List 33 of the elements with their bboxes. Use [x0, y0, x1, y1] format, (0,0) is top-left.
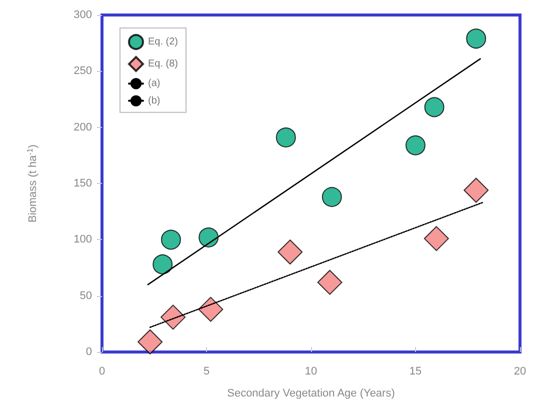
- point: [138, 329, 163, 354]
- x-tick-label: 0: [98, 366, 106, 378]
- point: [424, 226, 449, 252]
- legend-label: (b): [148, 95, 160, 106]
- point: [198, 227, 219, 248]
- x-tick-label: 20: [514, 366, 526, 378]
- y-tick-label: 200: [74, 121, 92, 134]
- legend-label: (a): [148, 78, 160, 90]
- x-tick-label: 15: [409, 366, 422, 378]
- point: [406, 135, 426, 156]
- y-tick-label: 250: [74, 65, 92, 78]
- point: [466, 28, 486, 49]
- y-tick-label: 100: [74, 234, 92, 246]
- point: [317, 270, 342, 295]
- x-tick-label: 5: [203, 366, 210, 378]
- point: [152, 254, 173, 274]
- y-tick-label: 300: [74, 9, 92, 21]
- point: [198, 296, 224, 322]
- x-tick-label: 10: [304, 366, 318, 378]
- point: [160, 230, 181, 250]
- y-tick-label: 50: [80, 290, 92, 302]
- point: [276, 127, 296, 148]
- point: [464, 178, 489, 203]
- x-axis-title: Secondary Vegetation Age (Years): [227, 388, 395, 400]
- y-tick-label: 0: [86, 346, 92, 358]
- legend-label: Eq. (8): [148, 58, 178, 70]
- point: [278, 240, 303, 265]
- legend-label: Eq. (2): [148, 36, 178, 48]
- y-tick-label: 150: [74, 178, 92, 190]
- point: [322, 186, 342, 207]
- point: [424, 97, 444, 118]
- point: [160, 304, 186, 330]
- y-axis-title: Biomass (t ha-1): [26, 144, 39, 223]
